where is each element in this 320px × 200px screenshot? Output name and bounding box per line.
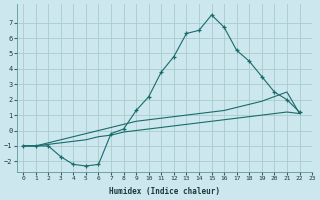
X-axis label: Humidex (Indice chaleur): Humidex (Indice chaleur) — [109, 187, 220, 196]
